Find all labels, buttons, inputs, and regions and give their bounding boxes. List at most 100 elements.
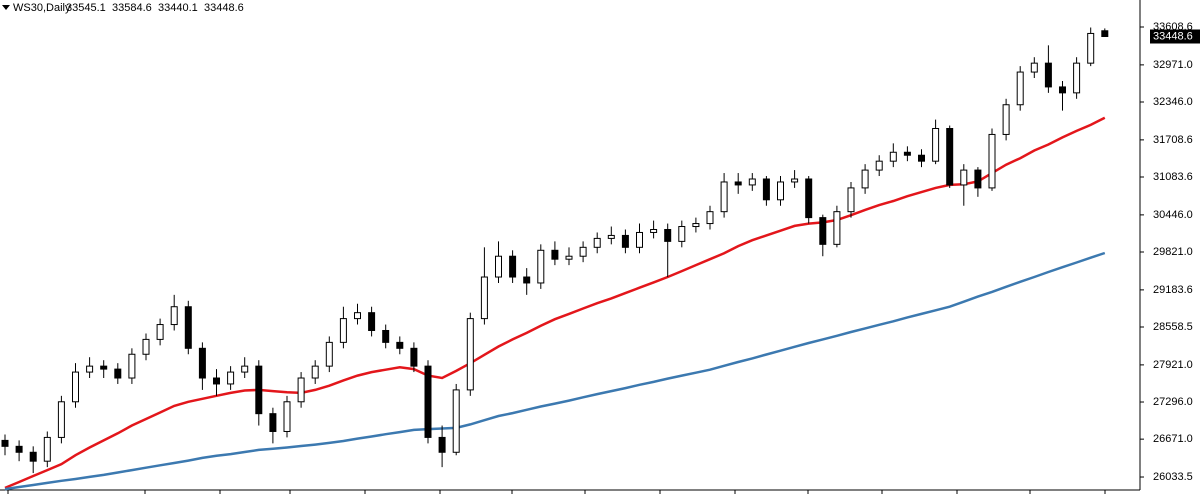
candle-body xyxy=(480,276,488,320)
y-tick-label: 29821.0 xyxy=(1153,246,1193,258)
candle-body xyxy=(354,312,361,320)
candle-body xyxy=(607,234,615,239)
candle-body xyxy=(1,439,9,447)
candle-body xyxy=(29,451,37,462)
candle-body xyxy=(255,365,263,415)
candle-body xyxy=(551,249,559,260)
y-tick-label: 29183.6 xyxy=(1153,284,1193,296)
candle-body xyxy=(861,169,869,189)
candle-body xyxy=(142,338,150,355)
candle-body xyxy=(114,368,122,379)
candle-body xyxy=(1073,62,1081,94)
candle-body xyxy=(720,181,728,213)
candle-body xyxy=(706,211,714,225)
candle-body xyxy=(382,329,390,343)
candle-body xyxy=(170,306,178,326)
candle-body xyxy=(678,226,686,242)
candle-body xyxy=(311,365,319,379)
y-tick-label: 32346.0 xyxy=(1153,96,1193,108)
candle-body xyxy=(198,347,206,379)
candle-body xyxy=(128,353,136,379)
chart-title: WS30,Daily xyxy=(13,2,71,14)
candle-body xyxy=(692,223,700,228)
candle-body xyxy=(100,365,108,370)
candle-body xyxy=(269,413,277,432)
candle-body xyxy=(424,365,432,438)
candle-body xyxy=(664,228,672,242)
header-high: 33584.6 xyxy=(112,2,152,14)
candle-body xyxy=(903,151,911,156)
header-low: 33440.1 xyxy=(158,2,198,14)
candle-body xyxy=(184,306,192,349)
candle-body xyxy=(1101,30,1109,38)
last-price-label: 33448.6 xyxy=(1153,30,1193,42)
candle-body xyxy=(621,234,629,248)
candle-body xyxy=(57,401,65,438)
candle-body xyxy=(579,246,587,257)
candle-body xyxy=(495,255,502,278)
candle-body xyxy=(946,128,954,186)
time-axis-ticks xyxy=(7,490,1106,494)
candle-body xyxy=(748,178,756,186)
moving-average-line xyxy=(4,251,1106,491)
candle-body xyxy=(438,436,446,453)
candle-body xyxy=(819,217,827,245)
candle-body xyxy=(523,276,531,284)
candle-body xyxy=(156,324,164,340)
candle-body xyxy=(974,169,982,189)
candle-body xyxy=(918,154,925,162)
candle-body xyxy=(833,211,841,245)
candle-body xyxy=(805,178,813,219)
candle-body xyxy=(283,401,291,432)
last-price-box xyxy=(1150,29,1200,44)
candle-body xyxy=(875,160,883,171)
candle-body xyxy=(72,371,79,403)
candle-body xyxy=(15,445,23,453)
candle-body xyxy=(339,318,347,343)
candle-body xyxy=(410,347,418,367)
candle-body xyxy=(889,151,897,162)
candle-body xyxy=(325,341,333,367)
candle-body xyxy=(368,312,376,331)
candle-body xyxy=(650,228,658,233)
y-tick-label: 26033.5 xyxy=(1153,471,1193,483)
candle-body xyxy=(452,389,460,453)
candle-body xyxy=(1016,71,1024,106)
y-tick-label: 27296.0 xyxy=(1153,396,1193,408)
y-tick-label: 31083.6 xyxy=(1153,171,1193,183)
candle-body xyxy=(1044,62,1052,88)
candle-body xyxy=(241,365,249,373)
candle-body xyxy=(762,178,770,201)
y-tick-label: 26671.0 xyxy=(1153,433,1193,445)
header-open: 33545.1 xyxy=(66,2,106,14)
candle-body xyxy=(1087,32,1095,64)
y-tick-label: 30446.0 xyxy=(1153,209,1193,221)
candle-body xyxy=(593,237,601,248)
candle-body xyxy=(213,377,220,385)
candle-body xyxy=(396,341,404,349)
candle-body xyxy=(509,255,517,278)
candle-body xyxy=(537,249,545,284)
candle-body xyxy=(466,318,474,391)
y-tick-label: 28558.5 xyxy=(1153,321,1193,333)
candle-body xyxy=(960,169,968,186)
candle-body xyxy=(932,128,940,162)
candle-body xyxy=(847,187,855,213)
candle-body xyxy=(86,365,94,373)
candle-body xyxy=(297,377,305,403)
header-close: 33448.6 xyxy=(204,2,244,14)
candle-body xyxy=(636,231,643,248)
candle-body xyxy=(1059,86,1066,94)
candle-body xyxy=(565,255,573,260)
moving-average-line xyxy=(4,116,1106,490)
candle-body xyxy=(227,371,235,385)
candle-body xyxy=(988,133,996,189)
candle-body xyxy=(1002,104,1010,135)
y-tick-label: 32971.0 xyxy=(1153,59,1193,71)
menu-arrow[interactable] xyxy=(2,5,10,10)
candle-body xyxy=(791,178,799,183)
y-tick-label: 33608.6 xyxy=(1153,21,1193,33)
candle-body xyxy=(777,181,784,201)
